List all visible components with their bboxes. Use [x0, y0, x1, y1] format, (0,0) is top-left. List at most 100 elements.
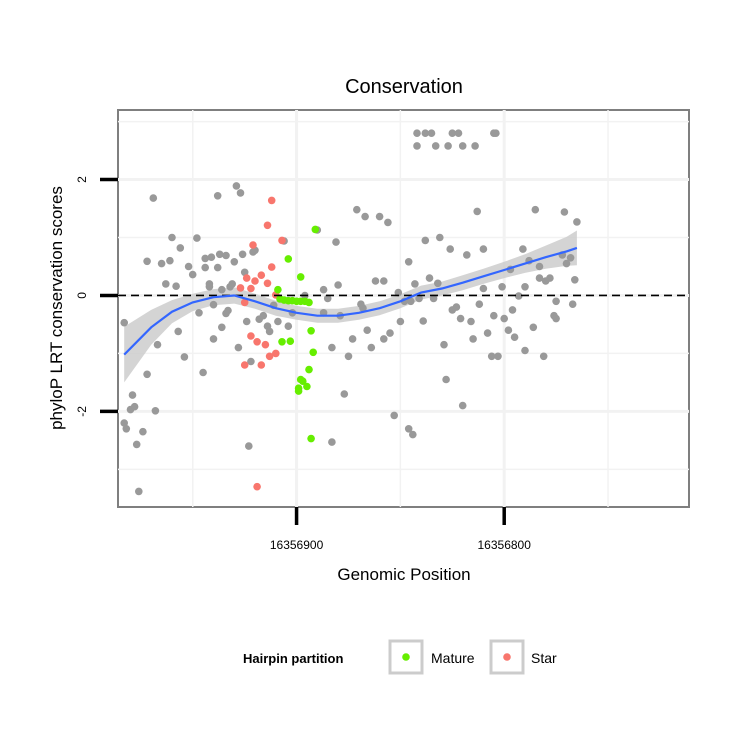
- data-point-other: [184, 262, 193, 271]
- data-point-other: [531, 205, 540, 214]
- data-point-other: [205, 280, 214, 288]
- data-point-other: [562, 259, 571, 268]
- y-tick-label: -2: [75, 406, 89, 417]
- data-point-other: [458, 142, 467, 150]
- smooth-curve: [123, 246, 578, 356]
- data-point-other: [247, 357, 255, 366]
- data-point-star: [247, 284, 255, 293]
- data-point-other: [471, 142, 479, 150]
- data-point-other: [413, 129, 421, 137]
- data-point-other: [458, 401, 467, 410]
- legend-title: Hairpin partition: [243, 651, 343, 666]
- data-point-star: [240, 361, 249, 369]
- data-point-other: [218, 285, 226, 294]
- data-point-other: [153, 340, 162, 349]
- data-point-other: [425, 274, 434, 282]
- data-points: [120, 129, 581, 496]
- data-point-other: [222, 251, 230, 260]
- data-point-other: [454, 129, 463, 137]
- data-point-other: [176, 244, 185, 252]
- data-point-other: [483, 329, 492, 337]
- data-point-other: [560, 208, 569, 216]
- data-point-other: [135, 487, 143, 496]
- data-point-other: [427, 129, 436, 137]
- data-point-other: [473, 207, 482, 216]
- data-point-other: [151, 407, 160, 415]
- data-point-other: [436, 233, 444, 242]
- data-point-other: [234, 343, 243, 352]
- data-point-other: [494, 352, 502, 361]
- data-point-star: [249, 241, 257, 249]
- data-point-other: [442, 375, 450, 384]
- data-point-other: [367, 343, 376, 352]
- data-point-other: [238, 250, 247, 259]
- data-point-other: [143, 370, 151, 379]
- data-point-other: [415, 294, 423, 303]
- data-point-other: [120, 419, 128, 427]
- data-point-other: [508, 306, 517, 314]
- data-point-star: [267, 196, 276, 205]
- data-point-other: [242, 317, 251, 326]
- data-point-other: [149, 194, 158, 202]
- y-tick-label: 0: [75, 292, 89, 299]
- data-point-mature: [305, 298, 313, 307]
- data-point-other: [384, 218, 392, 227]
- data-point-other: [519, 245, 527, 253]
- data-point-other: [552, 314, 560, 323]
- data-point-other: [510, 333, 519, 342]
- data-point-mature: [303, 382, 311, 391]
- data-point-other: [521, 346, 529, 355]
- data-point-other: [319, 285, 328, 294]
- data-point-other: [535, 274, 544, 282]
- data-point-star: [251, 277, 259, 285]
- legend: Hairpin partition Mature Star: [243, 639, 557, 675]
- data-point-other: [390, 411, 399, 420]
- data-point-other: [386, 329, 394, 337]
- data-point-other: [467, 317, 475, 326]
- data-point-other: [431, 142, 440, 150]
- data-point-other: [232, 182, 241, 190]
- data-point-other: [195, 309, 203, 317]
- data-point-other: [404, 425, 413, 433]
- data-point-other: [456, 314, 465, 323]
- data-point-other: [209, 300, 218, 309]
- data-point-other: [245, 442, 253, 450]
- data-point-mature: [296, 375, 305, 384]
- data-point-other: [174, 327, 182, 336]
- data-point-star: [263, 221, 272, 230]
- data-point-other: [209, 335, 218, 343]
- x-axis-ticks: 16356900 16356800: [270, 507, 531, 552]
- data-point-other: [236, 189, 245, 197]
- y-tick-label: 2: [75, 176, 89, 183]
- data-point-other: [573, 218, 581, 226]
- data-point-other: [240, 268, 249, 277]
- data-point-other: [344, 352, 353, 361]
- y-axis-label: phyloP LRT conservation scores: [47, 186, 66, 430]
- data-point-other: [571, 276, 579, 284]
- data-point-other: [529, 323, 538, 332]
- data-point-mature: [296, 273, 305, 281]
- data-point-other: [213, 192, 222, 200]
- data-point-other: [218, 323, 226, 332]
- data-point-other: [490, 311, 498, 320]
- data-point-other: [120, 318, 128, 327]
- legend-dot-star: [503, 653, 511, 661]
- data-point-other: [353, 205, 361, 214]
- data-point-other: [407, 297, 415, 306]
- data-point-star: [272, 349, 280, 358]
- data-point-other: [469, 335, 477, 343]
- data-point-mature: [284, 255, 293, 263]
- data-point-other: [334, 281, 342, 289]
- legend-label-star: Star: [531, 650, 557, 666]
- data-point-other: [213, 263, 222, 272]
- data-point-other: [215, 250, 224, 259]
- data-point-other: [226, 283, 234, 291]
- data-point-other: [394, 288, 403, 297]
- data-point-star: [278, 236, 286, 245]
- x-axis-label: Genomic Position: [337, 565, 470, 584]
- data-point-mature: [309, 348, 318, 357]
- data-point-star: [261, 340, 270, 349]
- data-point-other: [448, 129, 457, 137]
- data-point-other: [359, 304, 367, 313]
- data-point-other: [411, 280, 419, 288]
